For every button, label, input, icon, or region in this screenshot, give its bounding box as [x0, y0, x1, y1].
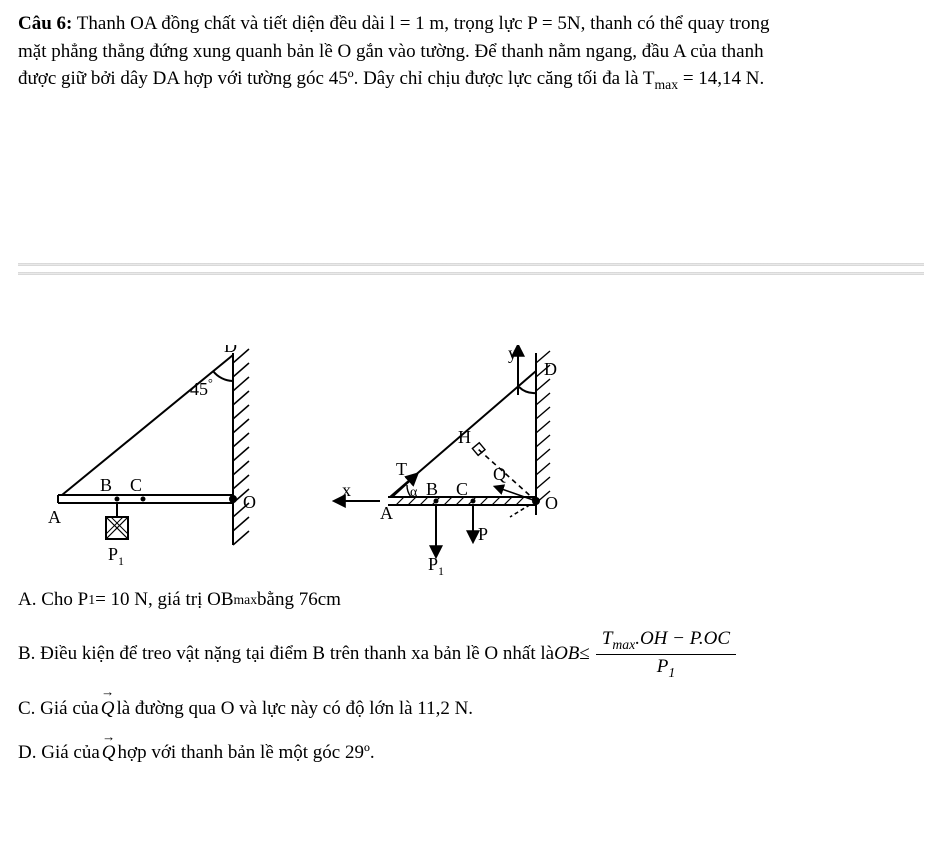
answer-B: B. Điều kiện để treo vật nặng tại điểm B… [18, 629, 924, 680]
answer-C: C. Giá của Q là đường qua O và lực này c… [18, 694, 924, 724]
answer-D: D. Giá của Q hợp với thanh bản lề một gó… [18, 738, 924, 768]
divider-2 [18, 272, 924, 275]
fig2-label-D: D [544, 359, 557, 379]
fig1-label-O: O [243, 492, 256, 512]
fig2-label-P: P [478, 524, 488, 544]
answer-B-num-rest: .OH − P.OC [635, 628, 730, 649]
fig2-label-y: y [508, 345, 517, 363]
answer-B-den-P: P [657, 656, 669, 677]
answer-A: A. Cho P1 = 10 N, giá trị OBmax bằng 76c… [18, 585, 924, 615]
figure-1: D 45 ° B C O A P1 [48, 345, 278, 575]
fig1-label-B: B [100, 475, 112, 495]
answer-A-sub: 1 [88, 589, 95, 611]
problem-line2: mặt phẳng thẳng đứng xung quanh bản lề O… [18, 41, 764, 62]
fig1-label-C: C [130, 475, 142, 495]
answer-C-text-b: là đường qua O và lực này có độ lớn là 1… [116, 694, 473, 724]
answer-B-den-sub: 1 [668, 665, 675, 680]
answer-D-text-a: D. Giá của [18, 738, 100, 768]
answer-D-text-b: hợp với thanh bản lề một góc 29º. [118, 738, 375, 768]
problem-line1: Thanh OA đồng chất và tiết diện đều dài … [72, 13, 769, 34]
fig2-label-Q: Q [493, 464, 506, 484]
answers-block: A. Cho P1 = 10 N, giá trị OBmax bằng 76c… [18, 585, 924, 769]
answer-B-num-sub: max [612, 637, 635, 652]
figures-row: D 45 ° B C O A P1 [48, 345, 924, 575]
fig2-label-B: B [426, 479, 438, 499]
problem-tmax-sub: max [655, 77, 679, 92]
answer-B-fraction: Tmax.OH − P.OC P1 [596, 629, 736, 680]
fig1-label-D: D [224, 345, 237, 356]
blank-gap [18, 103, 924, 263]
fig2-label-A: A [380, 503, 393, 523]
problem-line3a: được giữ bởi dây DA hợp với tường góc 45… [18, 68, 655, 89]
fig1-label-angle: 45 [190, 379, 208, 399]
answer-C-Q-vector: Q [99, 694, 117, 724]
answer-A-text-c: bằng 76cm [257, 585, 341, 615]
fig1-label-P1: P1 [108, 544, 124, 568]
problem-label: Câu 6: [18, 13, 72, 34]
problem-line3b: = 14,14 N. [678, 68, 764, 89]
answer-B-numerator: Tmax.OH − P.OC [596, 629, 736, 655]
answer-C-text-a: C. Giá của [18, 694, 99, 724]
answer-A-text-b: = 10 N, giá trị OB [95, 585, 233, 615]
answer-D-Q-vector: Q [100, 738, 118, 768]
problem-statement: Câu 6: Thanh OA đồng chất và tiết diện đ… [18, 10, 924, 95]
figure-2: y D H T α B C Q O x A P P1 [318, 345, 578, 575]
fig2-label-P1: P1 [428, 554, 444, 575]
answer-A-text-a: A. Cho P [18, 585, 88, 615]
fig1-label-A: A [48, 507, 61, 527]
fig2-label-O: O [545, 493, 558, 513]
answer-B-OB: OB [554, 639, 579, 669]
svg-text:°: ° [208, 376, 213, 390]
fig2-label-H: H [458, 427, 471, 447]
answer-B-num-T: T [602, 628, 613, 649]
fig2-label-alpha: α [410, 485, 418, 500]
answer-B-le: ≤ [579, 639, 589, 669]
answer-A-sub2: max [234, 589, 258, 611]
divider-1 [18, 263, 924, 266]
fig2-label-C: C [456, 479, 468, 499]
answer-B-text-a: B. Điều kiện để treo vật nặng tại điểm B… [18, 639, 554, 669]
answer-B-denominator: P1 [653, 655, 679, 680]
fig2-label-T: T [396, 459, 407, 479]
fig2-label-x: x [342, 480, 351, 500]
